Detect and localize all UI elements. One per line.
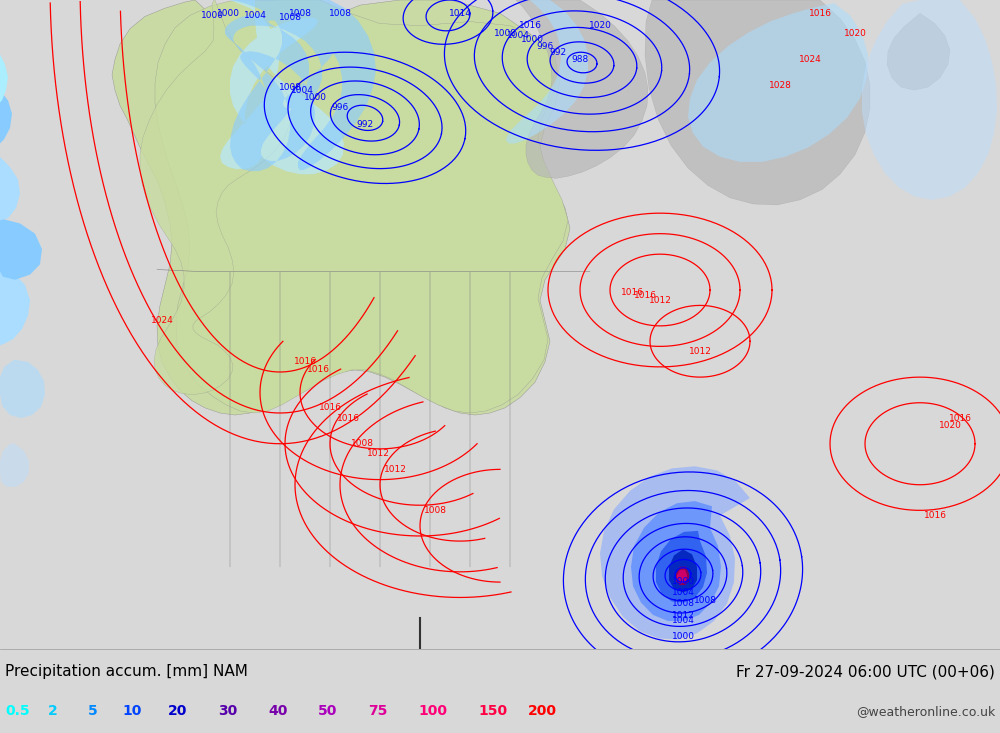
Text: 1008: 1008 xyxy=(288,9,312,18)
Text: 200: 200 xyxy=(528,704,557,718)
Polygon shape xyxy=(140,0,292,394)
Text: 50: 50 xyxy=(318,704,337,718)
Text: 1000: 1000 xyxy=(672,632,694,641)
Text: 1020: 1020 xyxy=(844,29,866,38)
Text: 30: 30 xyxy=(218,704,237,718)
Text: 1000: 1000 xyxy=(216,9,240,18)
Text: 992: 992 xyxy=(549,48,567,56)
Text: 1004: 1004 xyxy=(672,616,694,625)
Text: 1016: 1016 xyxy=(948,413,972,423)
Text: 1016: 1016 xyxy=(634,291,656,300)
Text: @weatheronline.co.uk: @weatheronline.co.uk xyxy=(856,704,995,718)
Text: 1020: 1020 xyxy=(589,21,611,30)
Text: 1016: 1016 xyxy=(924,511,946,520)
Polygon shape xyxy=(112,0,570,415)
Text: 1014: 1014 xyxy=(449,9,471,18)
Polygon shape xyxy=(677,570,687,583)
Polygon shape xyxy=(631,501,721,621)
Polygon shape xyxy=(600,466,750,639)
Text: 1020: 1020 xyxy=(939,421,961,430)
Text: 1016: 1016 xyxy=(808,9,832,18)
Polygon shape xyxy=(225,0,376,171)
Polygon shape xyxy=(0,443,29,487)
Text: 1012: 1012 xyxy=(689,347,711,356)
Polygon shape xyxy=(862,0,997,200)
Text: 1024: 1024 xyxy=(151,316,173,325)
Text: 1016: 1016 xyxy=(620,287,644,297)
Text: 1024: 1024 xyxy=(799,55,821,64)
Text: 100: 100 xyxy=(418,704,447,718)
Text: 1008: 1008 xyxy=(278,13,302,22)
Text: 988: 988 xyxy=(571,55,589,64)
Text: Fr 27-09-2024 06:00 UTC (00+06): Fr 27-09-2024 06:00 UTC (00+06) xyxy=(736,664,995,679)
Text: 1004: 1004 xyxy=(291,86,313,95)
Polygon shape xyxy=(155,0,568,413)
Text: 20: 20 xyxy=(168,704,187,718)
Text: 1008: 1008 xyxy=(694,596,716,605)
Text: 1016: 1016 xyxy=(294,357,316,366)
Polygon shape xyxy=(0,218,42,280)
Text: 1016: 1016 xyxy=(518,21,542,30)
Text: 1012: 1012 xyxy=(649,296,671,305)
Text: 1012: 1012 xyxy=(384,465,406,474)
Text: 5: 5 xyxy=(88,704,98,718)
Text: 1004: 1004 xyxy=(672,588,694,597)
Polygon shape xyxy=(676,567,689,585)
Text: 1008: 1008 xyxy=(494,29,516,38)
Polygon shape xyxy=(0,157,20,221)
Text: 40: 40 xyxy=(268,704,287,718)
Polygon shape xyxy=(669,549,697,592)
Text: 1012: 1012 xyxy=(672,611,694,620)
Text: 1008: 1008 xyxy=(424,506,446,515)
Text: 2: 2 xyxy=(48,704,58,718)
Polygon shape xyxy=(0,360,45,418)
Text: 1004: 1004 xyxy=(507,32,529,40)
Text: 75: 75 xyxy=(368,704,387,718)
Text: 1008: 1008 xyxy=(328,9,352,18)
Text: 1000: 1000 xyxy=(304,93,326,102)
Polygon shape xyxy=(220,0,344,174)
Text: 1008: 1008 xyxy=(672,599,694,608)
Text: 1012: 1012 xyxy=(367,449,389,458)
Text: 0.5: 0.5 xyxy=(5,704,30,718)
Text: 1008: 1008 xyxy=(278,83,302,92)
Polygon shape xyxy=(0,270,30,345)
Text: 996: 996 xyxy=(331,103,349,112)
Text: 10: 10 xyxy=(122,704,141,718)
Text: 1000: 1000 xyxy=(520,35,544,45)
Text: 1008: 1008 xyxy=(351,439,374,449)
Polygon shape xyxy=(688,0,868,162)
Text: 1004: 1004 xyxy=(244,11,266,20)
Polygon shape xyxy=(656,531,707,603)
Polygon shape xyxy=(0,54,8,103)
Text: Precipitation accum. [mm] NAM: Precipitation accum. [mm] NAM xyxy=(5,664,248,679)
Polygon shape xyxy=(887,13,950,90)
Polygon shape xyxy=(645,0,870,205)
Text: 1028: 1028 xyxy=(769,81,791,89)
Text: 1000: 1000 xyxy=(200,11,224,20)
Text: 1000: 1000 xyxy=(672,577,694,586)
Polygon shape xyxy=(516,0,648,178)
Text: 1016: 1016 xyxy=(306,366,330,375)
Text: 992: 992 xyxy=(356,119,374,128)
Polygon shape xyxy=(0,90,12,144)
Text: 1016: 1016 xyxy=(336,413,360,423)
Text: 150: 150 xyxy=(478,704,507,718)
Text: 1016: 1016 xyxy=(318,403,342,413)
Text: 996: 996 xyxy=(536,42,554,51)
Polygon shape xyxy=(506,0,588,144)
